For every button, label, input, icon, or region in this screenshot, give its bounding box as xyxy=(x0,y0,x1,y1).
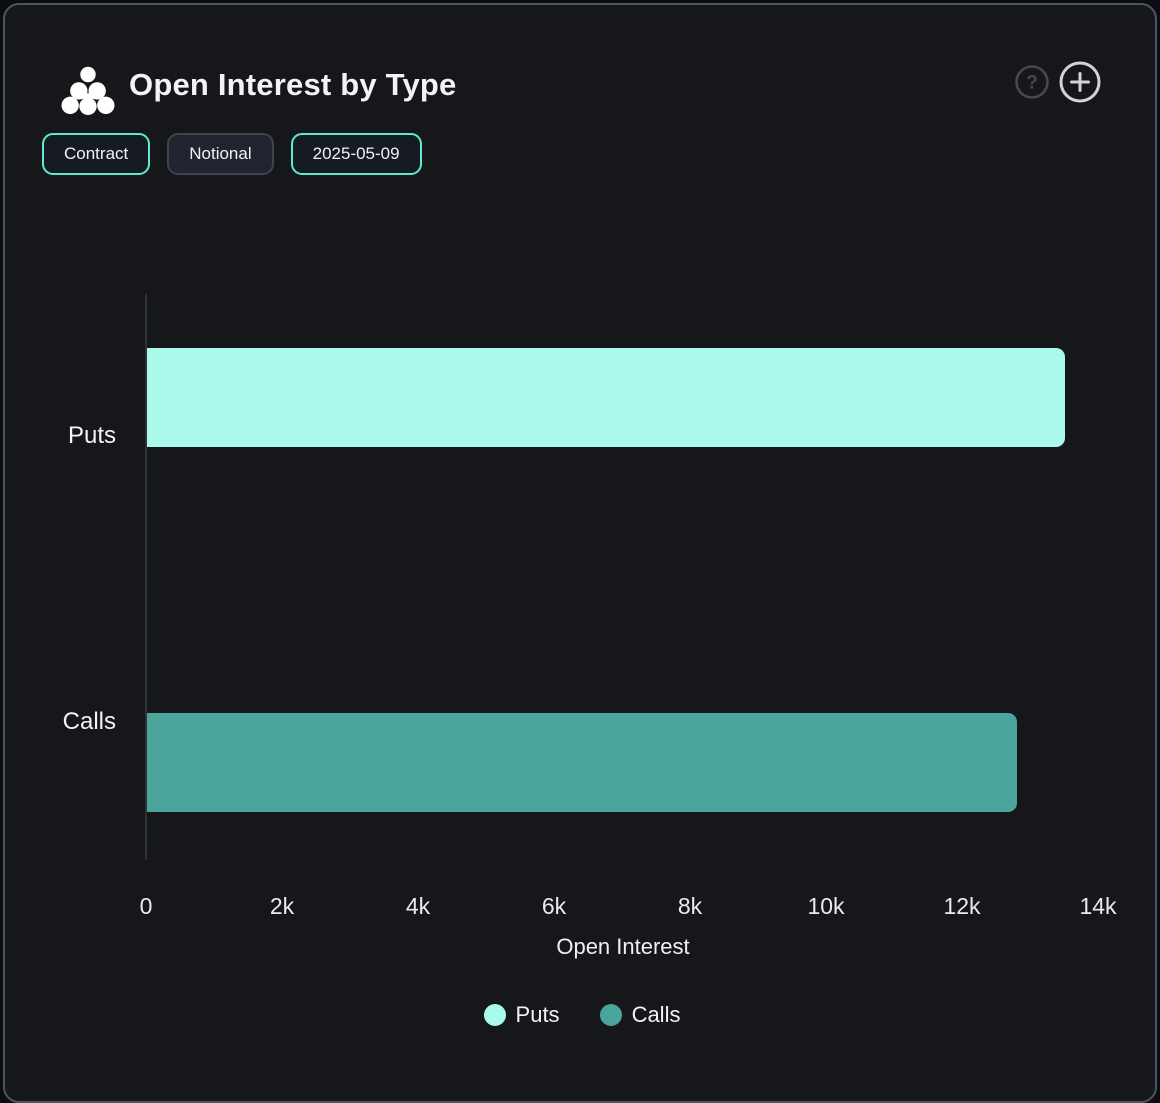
bar-puts[interactable] xyxy=(147,348,1065,447)
contract-button[interactable]: Contract xyxy=(42,133,151,175)
date-button[interactable]: 2025-05-09 xyxy=(290,133,422,175)
legend-item-puts[interactable]: Puts xyxy=(483,1002,560,1028)
xtick-label: 6k xyxy=(541,893,567,919)
xtick-label: 14k xyxy=(1079,893,1117,919)
legend-label-calls: Calls xyxy=(631,1002,681,1027)
legend-label-puts: Puts xyxy=(515,1002,560,1027)
y-axis-line xyxy=(145,294,147,860)
legend: Puts Calls xyxy=(5,1002,1159,1028)
x-axis-title: Open Interest xyxy=(556,934,690,959)
toolbar: Contract Notional 2025-05-09 xyxy=(42,133,422,175)
add-icon[interactable] xyxy=(1058,60,1102,104)
legend-item-calls[interactable]: Calls xyxy=(599,1002,681,1028)
svg-text:?: ? xyxy=(1026,73,1038,94)
xtick-label: 8k xyxy=(677,893,703,919)
help-icon[interactable]: ? xyxy=(1010,60,1054,104)
legend-dot-calls xyxy=(599,1004,622,1026)
app-logo-icon xyxy=(61,66,115,115)
open-interest-panel: Open Interest by Type ? Contract Notiona… xyxy=(3,3,1157,1103)
xtick-label: 12k xyxy=(943,893,981,919)
xtick-label: 10k xyxy=(807,893,845,919)
page-title: Open Interest by Type xyxy=(129,67,457,102)
ytick-label-calls: Calls xyxy=(62,708,116,735)
xtick-label: 0 xyxy=(139,893,153,919)
notional-button[interactable]: Notional xyxy=(167,133,274,175)
bar-calls[interactable] xyxy=(147,713,1017,812)
xtick-label: 2k xyxy=(269,893,295,919)
xtick-label: 4k xyxy=(405,893,431,919)
ytick-label-puts: Puts xyxy=(67,422,116,449)
legend-dot-puts xyxy=(483,1004,506,1026)
